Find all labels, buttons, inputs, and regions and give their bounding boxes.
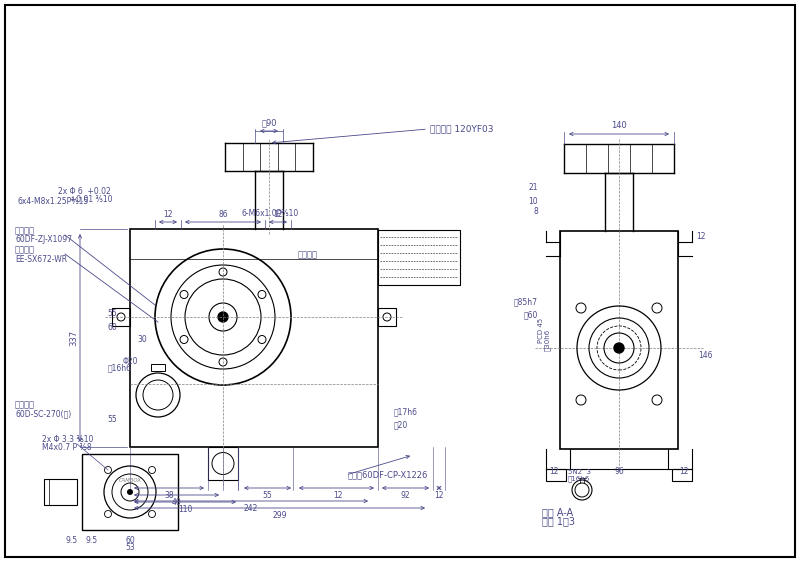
Text: 连接板60DF-CP-X1226: 连接板60DF-CP-X1226	[348, 470, 428, 479]
Text: 21: 21	[529, 183, 538, 192]
Text: 12: 12	[434, 491, 444, 500]
Text: 精研电机 120YF03: 精研电机 120YF03	[430, 125, 494, 134]
Bar	[378, 308, 396, 326]
Text: 感应支架: 感应支架	[15, 226, 35, 235]
Text: 242: 242	[244, 504, 258, 513]
Text: 90: 90	[262, 118, 277, 127]
Text: PCD 45: PCD 45	[538, 318, 544, 343]
Text: 92: 92	[400, 491, 410, 500]
Text: 比例 1：3: 比例 1：3	[542, 516, 575, 526]
Bar	[130, 229, 378, 447]
Text: 2x Φ 3.3 ⅗10: 2x Φ 3.3 ⅗10	[42, 436, 94, 445]
Text: 5N2  3: 5N2 3	[568, 469, 591, 475]
Text: 110: 110	[178, 505, 192, 514]
Bar	[44, 479, 77, 505]
Text: ΢85h7: ΢85h7	[514, 297, 538, 306]
Text: 299: 299	[273, 511, 287, 520]
Text: 55: 55	[107, 415, 117, 424]
Text: 12: 12	[334, 491, 342, 500]
Bar	[82, 454, 178, 530]
Text: 剪面 A-A: 剪面 A-A	[542, 507, 573, 517]
Text: 55: 55	[107, 310, 117, 319]
Text: 86: 86	[218, 210, 228, 219]
Text: 30: 30	[137, 334, 147, 343]
Text: ΢60: ΢60	[524, 310, 538, 320]
Bar	[546, 469, 566, 481]
Text: 146: 146	[698, 351, 713, 360]
Text: 55: 55	[262, 491, 272, 500]
Text: 6x4-M8x1.25P⅗15: 6x4-M8x1.25P⅗15	[18, 197, 90, 206]
Text: ΢16h6: ΢16h6	[568, 475, 590, 482]
Text: 9.5: 9.5	[86, 536, 98, 545]
Text: 12: 12	[163, 210, 173, 219]
Text: 140: 140	[611, 121, 627, 130]
Text: 40: 40	[172, 498, 182, 507]
Bar	[560, 231, 678, 449]
Text: 96: 96	[614, 466, 624, 475]
Text: 10: 10	[528, 197, 538, 206]
Text: +0.01 ⅗10: +0.01 ⅗10	[58, 194, 113, 203]
Text: 12: 12	[274, 210, 282, 219]
Text: ΢30h6: ΢30h6	[544, 329, 551, 351]
Text: 60: 60	[125, 536, 135, 545]
Text: 12: 12	[550, 466, 558, 475]
Bar	[378, 229, 460, 284]
Text: 38: 38	[164, 491, 174, 500]
Text: ΢16h6: ΢16h6	[108, 364, 132, 373]
Bar	[151, 364, 165, 371]
Text: 60DF-ZJ-X1097: 60DF-ZJ-X1097	[15, 235, 72, 244]
Circle shape	[614, 343, 624, 353]
Text: M4x0.7 P ⅗8: M4x0.7 P ⅗8	[42, 443, 92, 452]
Bar	[208, 447, 238, 480]
Circle shape	[127, 489, 133, 495]
Text: 9.5: 9.5	[66, 536, 78, 545]
Text: 60: 60	[107, 323, 117, 332]
Text: 60D-SC-270(薄): 60D-SC-270(薄)	[15, 410, 71, 419]
Text: ΢17h6: ΢17h6	[394, 407, 418, 416]
Bar	[112, 308, 130, 326]
Text: 感应开关: 感应开关	[15, 246, 35, 255]
Text: 6-M6x1.0P⅗10: 6-M6x1.0P⅗10	[242, 209, 299, 217]
Text: 12: 12	[679, 466, 689, 475]
Text: EE-SX672-WR: EE-SX672-WR	[15, 255, 67, 264]
Text: 12: 12	[696, 232, 706, 241]
Text: 信号凸輮: 信号凸輮	[15, 401, 35, 410]
Text: 337: 337	[70, 330, 78, 346]
Text: CAMBOX: CAMBOX	[118, 478, 142, 483]
Text: 停止位置: 停止位置	[298, 251, 318, 260]
Text: 53: 53	[125, 543, 135, 552]
Text: Φ20: Φ20	[122, 356, 138, 365]
Text: ΢20: ΢20	[394, 420, 408, 429]
Text: 2x Φ 6  +0.02: 2x Φ 6 +0.02	[58, 187, 110, 196]
Text: 8: 8	[534, 206, 538, 215]
Bar	[672, 469, 692, 481]
Circle shape	[218, 312, 228, 322]
